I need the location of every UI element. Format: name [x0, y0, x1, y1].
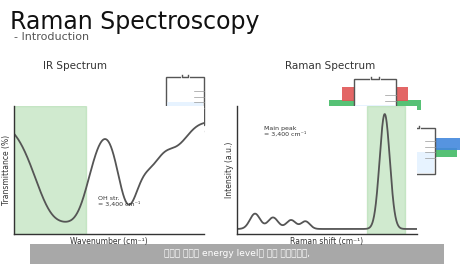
Text: Main peak
= 3,400 cm⁻¹: Main peak = 3,400 cm⁻¹	[264, 126, 306, 137]
Bar	[354, 79, 396, 133]
Bar	[396, 152, 434, 173]
Text: Raman Spectroscopy: Raman Spectroscopy	[10, 10, 259, 34]
Bar	[30, 244, 444, 264]
Text: 라만과 관련한 energy level이 어떤 종류인지는,: 라만과 관련한 energy level이 어떤 종류인지는,	[164, 250, 310, 259]
Bar	[329, 100, 421, 110]
Bar	[166, 77, 204, 125]
Bar	[14, 106, 86, 234]
Bar	[395, 128, 435, 174]
Bar	[365, 138, 460, 150]
Text: Raman Spectrum: Raman Spectrum	[285, 61, 375, 71]
Bar	[375, 148, 457, 157]
Bar	[355, 105, 395, 132]
Text: - Introduction: - Introduction	[14, 32, 89, 42]
Text: IR Spectrum: IR Spectrum	[43, 61, 107, 71]
X-axis label: Wavenumber (cm⁻¹): Wavenumber (cm⁻¹)	[70, 237, 148, 246]
Text: OH str.
= 3,400 cm⁻¹: OH str. = 3,400 cm⁻¹	[98, 196, 140, 207]
Text: Water, H₂O: Water, H₂O	[166, 129, 204, 135]
Y-axis label: Intensity (a.u.): Intensity (a.u.)	[225, 142, 234, 198]
Bar	[167, 102, 203, 124]
Bar	[367, 106, 404, 234]
Bar	[342, 87, 408, 101]
X-axis label: Raman shift (cm⁻¹): Raman shift (cm⁻¹)	[291, 237, 364, 246]
Y-axis label: Transmittance (%): Transmittance (%)	[2, 135, 11, 205]
